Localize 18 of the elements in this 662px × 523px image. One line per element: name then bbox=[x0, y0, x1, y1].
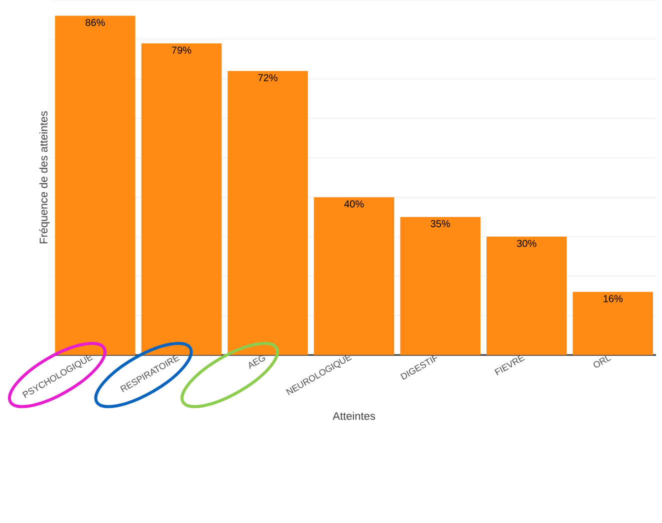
bar bbox=[141, 43, 222, 355]
x-tick-label: ORL bbox=[594, 356, 612, 368]
data-label: 35% bbox=[430, 220, 450, 228]
data-label: 16% bbox=[604, 295, 623, 302]
bar bbox=[55, 16, 136, 355]
x-tick-label: AEG bbox=[248, 355, 266, 369]
bar bbox=[314, 197, 394, 355]
x-axis-title: Atteintes bbox=[332, 412, 376, 420]
data-label: 72% bbox=[258, 74, 278, 82]
bar bbox=[228, 71, 308, 355]
y-axis-title: Fréquence de des atteintes bbox=[39, 111, 50, 244]
data-label: 30% bbox=[517, 240, 536, 247]
data-label: 86% bbox=[86, 18, 105, 26]
data-label: 40% bbox=[344, 200, 364, 208]
bar bbox=[400, 216, 480, 355]
bar bbox=[486, 236, 567, 355]
data-label: 79% bbox=[172, 46, 192, 54]
bar bbox=[572, 292, 654, 355]
